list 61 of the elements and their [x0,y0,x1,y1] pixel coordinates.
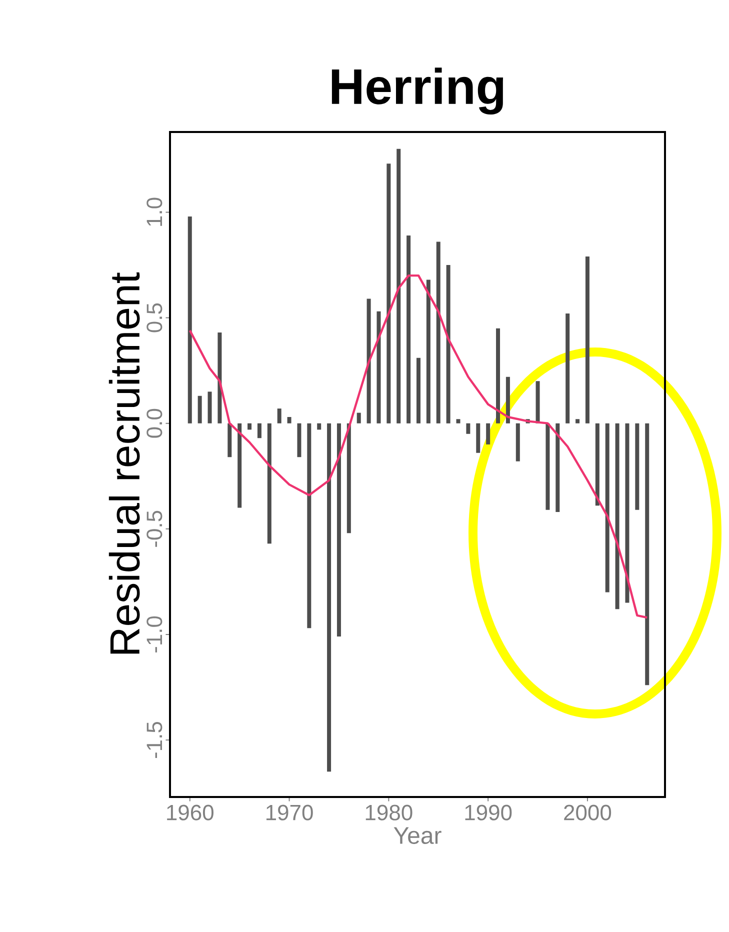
bar [556,423,560,512]
bar [396,148,401,424]
bar [426,280,430,424]
bar [188,216,192,424]
bar [566,314,570,424]
bar [536,381,540,424]
bar [446,264,450,424]
bar [257,423,262,438]
bar [238,423,242,508]
bar [287,416,292,424]
bar [605,423,610,592]
bar [366,298,371,424]
bar [635,423,640,510]
line-series [188,274,648,619]
chart-title: Herring [332,68,504,114]
bar [327,423,332,772]
bar [356,412,361,424]
bar [645,423,650,686]
bar [476,423,480,453]
bar [585,256,590,424]
bar [496,328,500,424]
bar [615,423,620,610]
x-tick-label: 1990 [465,804,512,820]
y-tick-label: 0.0 [146,408,162,438]
bar [376,311,381,424]
bar [486,423,490,444]
x-tick-label: 2000 [564,804,612,820]
bar [277,408,282,424]
bar [466,423,470,434]
x-tick-label: 1980 [366,804,412,820]
bar [625,423,630,603]
y-tick-label: 1.0 [146,198,162,226]
bar [516,423,520,462]
bar [506,376,510,424]
x-tick-label: 1970 [266,804,313,820]
bar [546,423,550,510]
bar [456,419,460,424]
bar [317,423,322,430]
bar [307,423,312,628]
bar [336,423,341,637]
y-tick-label: 0.5 [146,303,162,332]
bar [595,423,600,506]
y-tick-label: -1.5 [146,722,162,758]
bar [218,332,222,424]
bar [208,392,212,424]
bar [406,235,411,424]
bar [576,419,580,424]
bar [228,423,232,458]
x-tick-label: 1960 [167,804,214,820]
bar [267,423,272,544]
bar [248,423,252,430]
bar [436,242,440,424]
y-tick-label: -0.5 [146,510,162,547]
bar [346,423,351,534]
x-axis-title: Year [394,827,442,844]
y-tick-label: -1.0 [146,616,162,652]
bar [198,396,202,424]
bar [416,358,420,424]
bar [386,164,391,424]
y-axis-title: Residual recruitment [108,272,140,654]
bar [297,423,302,458]
